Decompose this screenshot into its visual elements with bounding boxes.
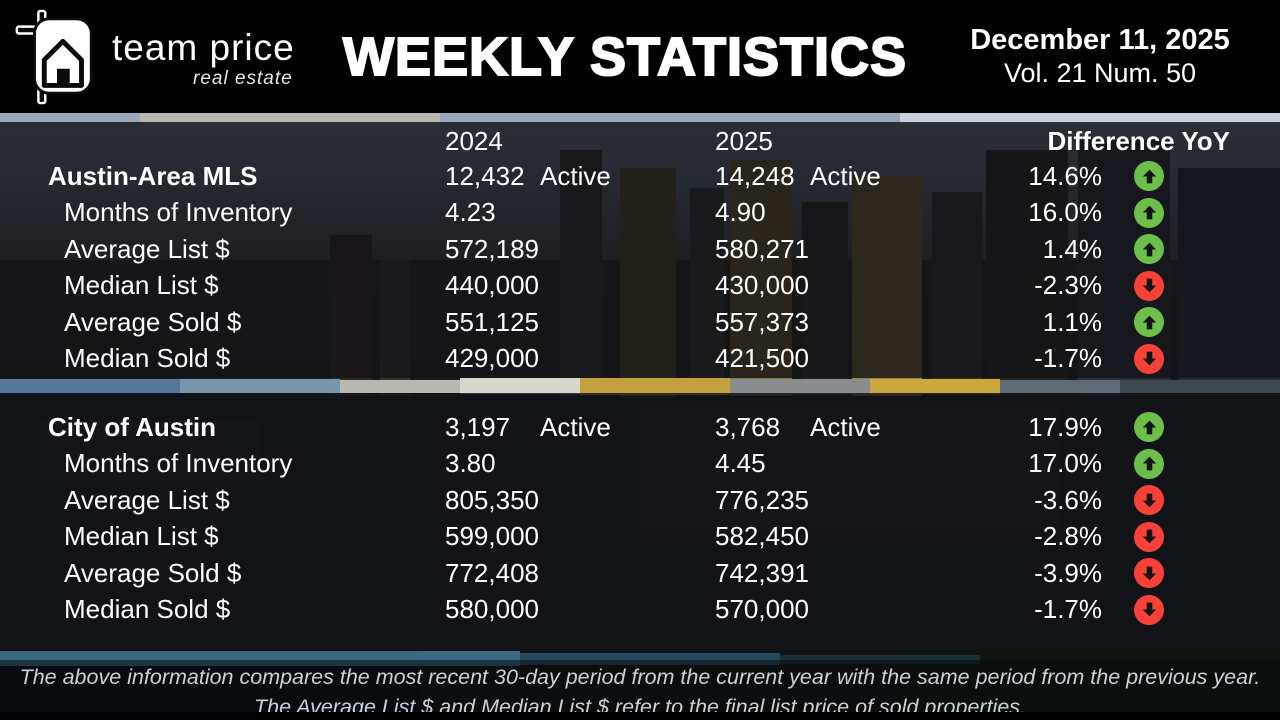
table-row: Months of Inventory 4.23 4.90 16.0% <box>0 195 1280 232</box>
trend-arrow-icon <box>1134 270 1164 301</box>
team-price-logo: team price real estate <box>0 7 320 107</box>
value-2025: 4.45 <box>715 448 766 479</box>
issue-date: December 11, 2025 <box>970 24 1230 57</box>
bottom-black-bar <box>0 712 1280 720</box>
row-label: Average Sold $ <box>64 306 242 337</box>
trend-arrow-icon <box>1134 594 1164 625</box>
value-2025: 430,000 <box>715 270 809 301</box>
table-row: City of Austin 3,197 Active 3,768 Active 1… <box>0 409 1280 446</box>
active-unit-label: Active <box>540 411 611 442</box>
value-2024: 440,000 <box>445 270 539 301</box>
value-2025: 570,000 <box>715 594 809 625</box>
value-2025: 3,768 Active <box>715 411 881 442</box>
value-2024: 551,125 <box>445 306 539 337</box>
value-2025: 14,248 Active <box>715 160 881 191</box>
value-2025: 557,373 <box>715 306 809 337</box>
table-row: Median Sold $ 580,000 570,000 -1.7% <box>0 592 1280 629</box>
table-row: Median List $ 599,000 582,450 -2.8% <box>0 519 1280 556</box>
trend-arrow-icon <box>1134 412 1164 443</box>
value-2024: 3,197 Active <box>445 411 611 442</box>
value-2024: 429,000 <box>445 343 539 374</box>
trend-arrow-icon <box>1134 343 1164 374</box>
yoy-difference: 16.0% <box>985 197 1280 228</box>
row-label: City of Austin <box>48 411 217 442</box>
city-stats-panel: City of Austin 3,197 Active 3,768 Active 1… <box>0 393 1280 650</box>
house-sign-icon <box>15 9 93 104</box>
row-label: Average List $ <box>64 233 230 264</box>
yoy-difference: 14.6% <box>985 161 1280 192</box>
table-row: Austin-Area MLS 12,432 Active 14,248 Activ… <box>0 158 1280 195</box>
table-header-row: 2024 2025 Difference YoY <box>0 124 1280 158</box>
value-2025: 580,271 <box>715 233 809 264</box>
value-2024: 4.23 <box>445 197 496 228</box>
trend-arrow-icon <box>1134 197 1164 228</box>
column-header-2025: 2025 <box>715 125 773 156</box>
issue-volume: Vol. 21 Num. 50 <box>1003 57 1197 88</box>
yoy-difference: 17.9% <box>985 412 1280 443</box>
logo-subtitle: real estate <box>193 68 293 89</box>
row-label: Median Sold $ <box>64 594 231 625</box>
yoy-difference: -1.7% <box>985 343 1280 374</box>
active-unit-label: Active <box>810 411 881 442</box>
yoy-difference: -2.3% <box>985 270 1280 301</box>
table-row: Average Sold $ 772,408 742,391 -3.9% <box>0 555 1280 592</box>
yoy-difference: -3.6% <box>985 485 1280 516</box>
active-unit-label: Active <box>810 160 881 191</box>
value-2025: 582,450 <box>715 521 809 552</box>
trend-arrow-icon <box>1134 161 1164 192</box>
column-header-difference-yoy: Difference YoY <box>1047 125 1230 156</box>
value-2024: 772,408 <box>445 557 539 588</box>
trend-arrow-icon <box>1134 485 1164 516</box>
row-label: Months of Inventory <box>64 197 293 228</box>
table-row: Median List $ 440,000 430,000 -2.3% <box>0 268 1280 305</box>
active-unit-label: Active <box>540 160 611 191</box>
value-2025: 742,391 <box>715 557 809 588</box>
row-label: Average Sold $ <box>64 557 242 588</box>
row-label: Median List $ <box>64 521 219 552</box>
row-label: Austin-Area MLS <box>48 160 258 191</box>
yoy-difference: 1.4% <box>985 234 1280 265</box>
row-label: Median Sold $ <box>64 343 231 374</box>
trend-arrow-icon <box>1134 558 1164 589</box>
issue-info: December 11, 2025 Vol. 21 Num. 50 <box>930 24 1280 88</box>
logo-name: team price <box>112 27 295 68</box>
value-2025: 421,500 <box>715 343 809 374</box>
row-label: Months of Inventory <box>64 448 293 479</box>
value-2024: 580,000 <box>445 594 539 625</box>
table-row: Median Sold $ 429,000 421,500 -1.7% <box>0 341 1280 378</box>
value-2025: 4.90 <box>715 197 766 228</box>
yoy-difference: 17.0% <box>985 448 1280 479</box>
row-label: Average List $ <box>64 484 230 515</box>
value-2024: 599,000 <box>445 521 539 552</box>
table-row: Months of Inventory 3.80 4.45 17.0% <box>0 446 1280 483</box>
yoy-difference: -2.8% <box>985 521 1280 552</box>
value-2024: 805,350 <box>445 484 539 515</box>
trend-arrow-icon <box>1134 307 1164 338</box>
table-row: Average Sold $ 551,125 557,373 1.1% <box>0 304 1280 341</box>
value-2025: 776,235 <box>715 484 809 515</box>
value-2024: 12,432 Active <box>445 160 611 191</box>
yoy-difference: 1.1% <box>985 307 1280 338</box>
value-2024: 3.80 <box>445 448 496 479</box>
value-2024: 572,189 <box>445 233 539 264</box>
footnote: The above information compares the most … <box>0 660 1280 719</box>
yoy-difference: -1.7% <box>985 594 1280 625</box>
table-row: Average List $ 572,189 580,271 1.4% <box>0 231 1280 268</box>
trend-arrow-icon <box>1134 521 1164 552</box>
trend-arrow-icon <box>1134 448 1164 479</box>
column-header-2024: 2024 <box>445 125 503 156</box>
page-title: WEEKLY STATISTICS <box>342 26 908 87</box>
yoy-difference: -3.9% <box>985 558 1280 589</box>
header-bar: team price real estate WEEKLY STATISTICS… <box>0 0 1280 113</box>
mls-stats-panel: 2024 2025 Difference YoY Austin-Area MLS… <box>0 122 1280 378</box>
trend-arrow-icon <box>1134 234 1164 265</box>
table-row: Average List $ 805,350 776,235 -3.6% <box>0 482 1280 519</box>
row-label: Median List $ <box>64 270 219 301</box>
